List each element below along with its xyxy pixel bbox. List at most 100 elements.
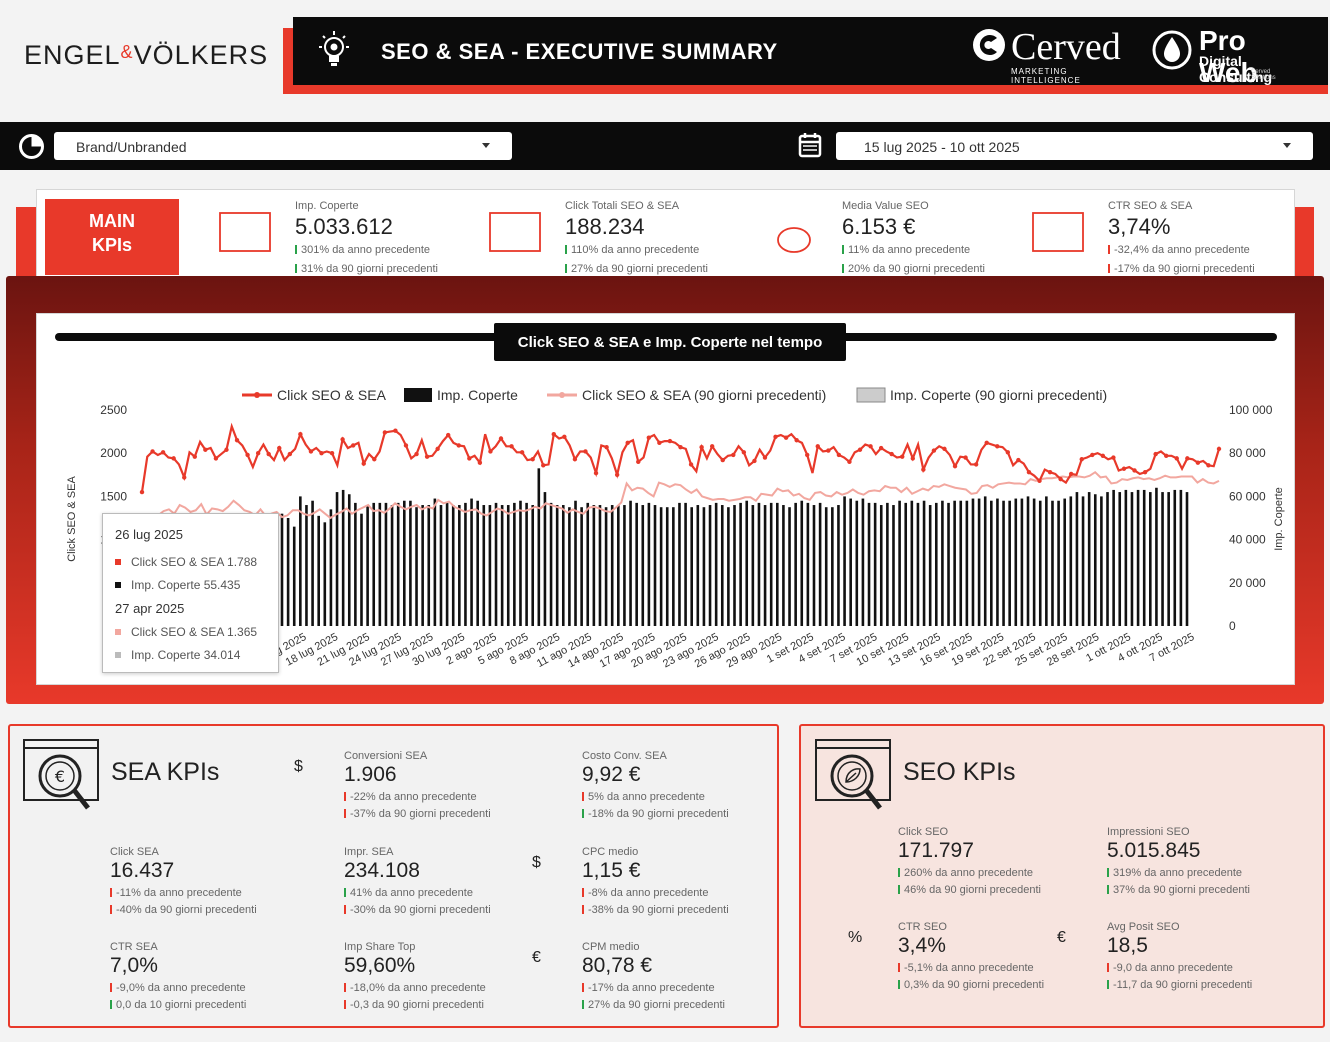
legend-marker — [559, 392, 565, 398]
bar-impressions — [568, 507, 571, 626]
bar-impressions — [1124, 489, 1128, 626]
legend-label[interactable]: Click SEO & SEA (90 giorni precedenti) — [582, 387, 826, 403]
bar-impressions — [892, 505, 895, 626]
kpi-delta-text: -32,4% da anno precedente — [1114, 244, 1250, 256]
line-point — [783, 435, 789, 440]
bar-impressions — [1167, 492, 1170, 626]
line-point — [963, 455, 968, 460]
kpi-delta-text: -8% da anno precedente — [588, 887, 709, 899]
line-point — [1100, 453, 1106, 458]
bar-impressions — [904, 502, 908, 626]
delta-mark — [1107, 885, 1109, 894]
bar-impressions — [311, 500, 314, 626]
bar-impressions — [1057, 500, 1060, 626]
bar-impressions — [959, 500, 963, 626]
line-point — [688, 462, 694, 467]
line-point — [952, 463, 958, 469]
kpi-delta: -9,0 da anno precedente — [1107, 962, 1233, 974]
logo-right: VÖLKERS — [133, 40, 269, 70]
line-point — [1016, 457, 1021, 463]
legend-label[interactable]: Click SEO & SEA — [277, 387, 387, 403]
kpi-label: Impressioni SEO — [1107, 826, 1190, 838]
kpi-delta-text: 260% da anno precedente — [904, 867, 1034, 879]
line-point — [752, 458, 757, 464]
bar-impressions — [402, 500, 406, 626]
cerved-name: Cerved — [1011, 26, 1121, 68]
line-point — [192, 454, 197, 459]
kpi-delta: -37% da 90 giorni precedenti — [344, 808, 491, 820]
leaf-search-window-icon — [815, 739, 891, 810]
bar-impressions — [580, 507, 583, 626]
kpi-delta: -17% da anno precedente — [582, 982, 715, 994]
bar-impressions — [586, 502, 590, 626]
delta-mark — [842, 264, 844, 273]
bar-impressions — [537, 468, 541, 626]
bar-impressions — [360, 513, 363, 626]
line-point — [456, 443, 461, 448]
bar-impressions — [996, 498, 999, 626]
proweb-tag: Cerved Solutions — [1251, 69, 1276, 81]
kpi-delta-text: 319% da anno precedente — [1113, 867, 1243, 879]
bar-impressions — [629, 500, 632, 626]
line-point — [308, 449, 314, 454]
hand-percent-icon: % — [848, 929, 888, 969]
kpi-label: Imp. Coperte — [295, 200, 359, 212]
line-point — [382, 430, 388, 435]
line-point — [350, 443, 356, 448]
calendar-icon — [798, 133, 822, 158]
bar-impressions — [965, 500, 969, 626]
kpi-delta-text: -18,0% da anno precedente — [350, 982, 486, 994]
bar-impressions — [292, 526, 296, 626]
line-point — [541, 463, 546, 468]
line-point — [984, 440, 989, 446]
chart-title: Click SEO & SEA e Imp. Coperte nel tempo — [494, 323, 846, 361]
line-point — [1111, 455, 1116, 460]
kpi-value: 59,60% — [344, 954, 416, 977]
bar-impressions — [372, 502, 376, 626]
kpi-value: 171.797 — [898, 839, 974, 862]
bar-impressions — [873, 502, 877, 626]
bar-impressions — [990, 500, 993, 626]
kpi-label: CTR SEO & SEA — [1108, 200, 1193, 212]
line-point — [509, 444, 514, 449]
bar-impressions — [922, 500, 926, 626]
bar-impressions — [1161, 492, 1164, 626]
kpi-delta-text: 27% da 90 giorni precedenti — [588, 999, 725, 1011]
line-point — [1090, 452, 1095, 458]
legend-label[interactable]: Imp. Coperte (90 giorni precedenti) — [890, 387, 1107, 403]
line-point — [1206, 463, 1211, 468]
kpi-delta-text: -11,7 da 90 giorni precedenti — [1113, 979, 1253, 991]
kpi-value: 80,78 € — [582, 954, 653, 977]
kpi-delta: 31% da 90 giorni precedenti — [295, 263, 438, 275]
bar-impressions — [317, 515, 320, 626]
line-point — [868, 444, 873, 449]
delta-mark — [344, 1000, 346, 1009]
kpi-delta-text: 301% da anno precedente — [301, 244, 431, 256]
percent-search-icon: % — [1032, 212, 1084, 252]
line-point — [1132, 468, 1137, 473]
chevron-down-icon — [1283, 143, 1291, 148]
kpi-label: Conversioni SEA — [344, 750, 428, 762]
legend-marker — [254, 392, 260, 398]
proweb-sub: Digital Consulting — [1199, 53, 1273, 85]
bar-impressions — [482, 505, 486, 626]
line-point — [277, 445, 282, 451]
bar-impressions — [812, 505, 816, 626]
pie-chart-icon — [294, 949, 334, 989]
brand-filter-dropdown[interactable]: Brand/Unbranded — [54, 132, 512, 160]
kpi-delta-text: -38% da 90 giorni precedenti — [588, 904, 729, 916]
bar-impressions — [1185, 492, 1189, 626]
bar-impressions — [1020, 498, 1024, 626]
bar-impressions — [323, 522, 327, 626]
bar-impressions — [806, 502, 810, 626]
main-kpi-label-2: KPIs — [91, 235, 133, 255]
kpi-delta-text: 20% da 90 giorni precedenti — [848, 263, 985, 275]
delta-mark — [1107, 963, 1109, 972]
line-point — [1047, 470, 1053, 475]
kpi-delta-text: -17% da anno precedente — [588, 982, 715, 994]
bar-impressions — [574, 500, 577, 626]
kpi-delta: -9,0% da anno precedente — [110, 982, 246, 994]
legend-label[interactable]: Imp. Coperte — [437, 387, 518, 403]
date-range-dropdown[interactable]: 15 lug 2025 - 10 ott 2025 — [836, 132, 1313, 160]
